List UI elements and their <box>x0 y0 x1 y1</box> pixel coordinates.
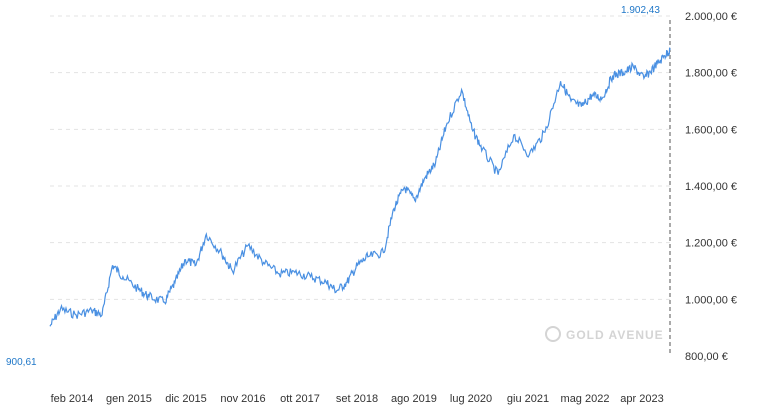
x-tick-label: gen 2015 <box>106 393 152 405</box>
x-axis-ticks: feb 2014 gen 2015 dic 2015 nov 2016 ott 2017… <box>51 393 664 405</box>
x-tick-label: ott 2017 <box>280 393 320 405</box>
y-tick-label: 1.400,00 € <box>685 181 737 193</box>
x-tick-label: ago 2019 <box>391 393 437 405</box>
price-series-line[interactable] <box>49 47 671 327</box>
x-tick-label: nov 2016 <box>220 393 265 405</box>
gold-avenue-watermark: GOLD AVENUE <box>545 326 664 342</box>
x-tick-label: giu 2021 <box>507 393 549 405</box>
x-tick-label: mag 2022 <box>561 393 610 405</box>
watermark-text: GOLD AVENUE <box>566 328 664 342</box>
min-value-label: 900,61 <box>6 357 37 368</box>
y-tick-label: 1.600,00 € <box>685 124 737 136</box>
y-tick-label: 2.000,00 € <box>685 11 737 23</box>
y-tick-label: 1.800,00 € <box>685 68 737 80</box>
x-tick-label: feb 2014 <box>51 393 94 405</box>
y-tick-label: 1.200,00 € <box>685 238 737 250</box>
y-axis-ticks: 2.000,00 € 1.800,00 € 1.600,00 € 1.400,00 €… <box>685 11 737 363</box>
x-tick-label: dic 2015 <box>165 393 207 405</box>
gold-avenue-logo-icon <box>545 326 561 342</box>
y-tick-label: 800,00 € <box>685 351 728 363</box>
x-tick-label: apr 2023 <box>620 393 663 405</box>
y-tick-label: 1.000,00 € <box>685 294 737 306</box>
x-tick-label: set 2018 <box>336 393 378 405</box>
x-tick-label: lug 2020 <box>450 393 492 405</box>
max-value-label: 1.902,43 <box>621 5 660 16</box>
gridlines <box>50 15 670 300</box>
